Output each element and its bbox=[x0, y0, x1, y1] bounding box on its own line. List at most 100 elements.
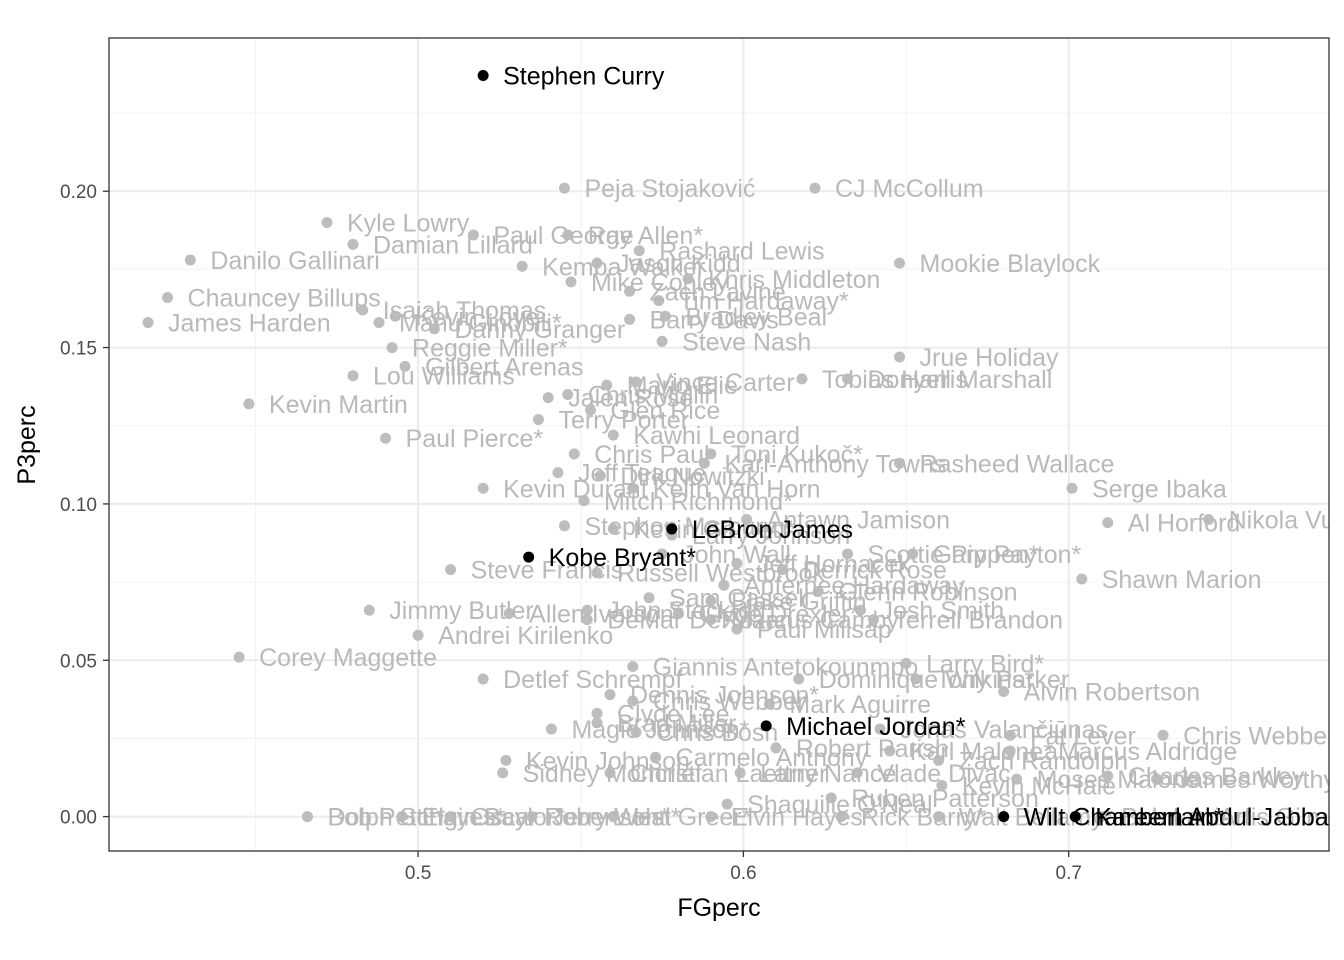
data-point-muted bbox=[731, 623, 743, 635]
point-label-muted: Chris Mullin bbox=[588, 381, 719, 409]
point-label-muted: Andrei Kirilenko bbox=[438, 622, 613, 650]
data-point-muted bbox=[1095, 811, 1107, 823]
points-muted bbox=[142, 182, 1215, 823]
point-label-muted: Blake Griffin bbox=[731, 588, 867, 616]
data-point-muted bbox=[627, 482, 639, 494]
data-point-muted bbox=[594, 470, 606, 482]
data-point-muted bbox=[1102, 517, 1114, 529]
data-point-muted bbox=[562, 388, 574, 400]
data-point-muted bbox=[445, 811, 457, 823]
point-label-muted: Marcus Camby bbox=[731, 607, 900, 635]
data-point-muted bbox=[894, 351, 906, 363]
data-point-muted bbox=[731, 557, 743, 569]
point-label-muted: Fat Lever bbox=[1030, 722, 1136, 750]
data-point-muted bbox=[630, 726, 642, 738]
data-point-muted bbox=[467, 229, 479, 241]
data-point-muted bbox=[428, 323, 440, 335]
data-point-muted bbox=[705, 811, 717, 823]
data-point-muted bbox=[998, 686, 1010, 698]
data-point-muted bbox=[357, 304, 369, 316]
point-label-highlighted: Michael Jordan* bbox=[786, 713, 966, 741]
y-axis-title: P3perc bbox=[13, 405, 41, 484]
point-label-muted: Dolph Schayes* bbox=[327, 804, 505, 832]
point-label-muted: Al Horford bbox=[1128, 510, 1241, 538]
data-point-muted bbox=[656, 548, 668, 560]
point-label-muted: Bob Pettit* bbox=[327, 804, 445, 832]
grid-minor bbox=[109, 38, 1329, 851]
point-label-highlighted: Stephen Curry bbox=[503, 63, 665, 91]
point-label-muted: Scottie Pippen* bbox=[868, 541, 1039, 569]
data-point-muted bbox=[162, 292, 174, 304]
point-label-muted: Charles Barkley bbox=[1128, 763, 1305, 791]
data-point-muted bbox=[842, 548, 854, 560]
data-point-muted bbox=[705, 595, 717, 607]
point-label-muted: John Stockton* bbox=[607, 597, 775, 625]
point-label-muted: Reggie Miller* bbox=[412, 335, 568, 363]
y-tick-label: 0.10 bbox=[60, 495, 97, 516]
data-point-muted bbox=[584, 404, 596, 416]
data-point-muted bbox=[500, 754, 512, 766]
data-point-muted bbox=[565, 276, 577, 288]
data-point-muted bbox=[591, 257, 603, 269]
point-label-muted: Antawn Jamison bbox=[767, 507, 950, 535]
data-point-muted bbox=[835, 811, 847, 823]
point-label-muted: Robert Parish bbox=[796, 735, 949, 763]
data-point-muted bbox=[542, 392, 554, 404]
data-point-muted bbox=[682, 273, 694, 285]
data-point-muted bbox=[910, 673, 922, 685]
data-point-muted bbox=[526, 811, 538, 823]
panel-border bbox=[108, 37, 1330, 852]
data-point-muted bbox=[558, 182, 570, 194]
data-point-muted bbox=[347, 238, 359, 250]
data-point-muted bbox=[936, 779, 948, 791]
data-point-muted bbox=[591, 567, 603, 579]
point-label-highlighted: LeBron James bbox=[692, 516, 853, 544]
data-point-muted bbox=[868, 614, 880, 626]
point-label-muted: Josh Smith bbox=[881, 597, 1005, 625]
point-label-muted: Glen Rice bbox=[610, 397, 720, 425]
data-point-muted bbox=[659, 310, 671, 322]
data-point-muted bbox=[842, 373, 854, 385]
point-label-muted: Nikola Vučević bbox=[1229, 507, 1344, 535]
data-point-muted bbox=[894, 257, 906, 269]
point-label-muted: Magic Johnson* bbox=[571, 716, 749, 744]
point-label-muted: Jimmy Butler bbox=[389, 597, 533, 625]
data-point-muted bbox=[809, 182, 821, 194]
point-label-muted: Stephon Marbury bbox=[584, 513, 776, 541]
data-point-muted bbox=[1011, 773, 1023, 785]
point-label-muted: Hal Greer* bbox=[633, 804, 751, 832]
point-label-muted: Donyell Marshall bbox=[868, 366, 1053, 394]
point-label-muted: Sam Cassell bbox=[669, 585, 809, 613]
data-point-muted bbox=[591, 717, 603, 729]
point-label-muted: Dirk Nowitzki bbox=[620, 463, 764, 491]
data-point-muted bbox=[503, 607, 515, 619]
point-label-muted: Kawhi Leonard bbox=[633, 422, 800, 450]
point-label-muted: Mark Aguirre bbox=[789, 691, 931, 719]
data-point-muted bbox=[907, 548, 919, 560]
point-label-muted: Chris Bosh bbox=[656, 719, 778, 747]
point-label-muted: Danilo Gallinari bbox=[210, 247, 380, 275]
point-label-muted: Mitch Richmond* bbox=[604, 488, 793, 516]
point-label-muted: Allen Iverson* bbox=[529, 600, 684, 628]
point-label-muted: Khris Middleton bbox=[708, 266, 880, 294]
data-point-muted bbox=[933, 811, 945, 823]
point-label-muted: Moses Malone bbox=[1037, 766, 1200, 794]
point-label-muted: Dominique Wilkins* bbox=[819, 666, 1035, 694]
point-label-muted: Shawn Marion bbox=[1102, 566, 1262, 594]
point-label-muted: Glenn Robinson bbox=[838, 578, 1017, 606]
data-point-muted bbox=[321, 216, 333, 228]
point-label-muted: DeMar DeRozan bbox=[607, 607, 793, 635]
point-label-muted: Jeff Hornacek bbox=[757, 550, 911, 578]
point-label-muted: Vince Carter bbox=[656, 369, 795, 397]
point-label-muted: Chris Webber bbox=[653, 688, 805, 716]
point-label-muted: Ray Allen* bbox=[588, 222, 704, 250]
point-label-muted: Larry Nance bbox=[760, 760, 896, 788]
data-point-muted bbox=[399, 360, 411, 372]
data-point-muted bbox=[607, 811, 619, 823]
data-point-muted bbox=[656, 335, 668, 347]
data-point-muted bbox=[445, 564, 457, 576]
data-point-muted bbox=[627, 661, 639, 673]
data-point-muted bbox=[591, 707, 603, 719]
point-label-muted: Kevin Garnett* bbox=[633, 516, 796, 544]
